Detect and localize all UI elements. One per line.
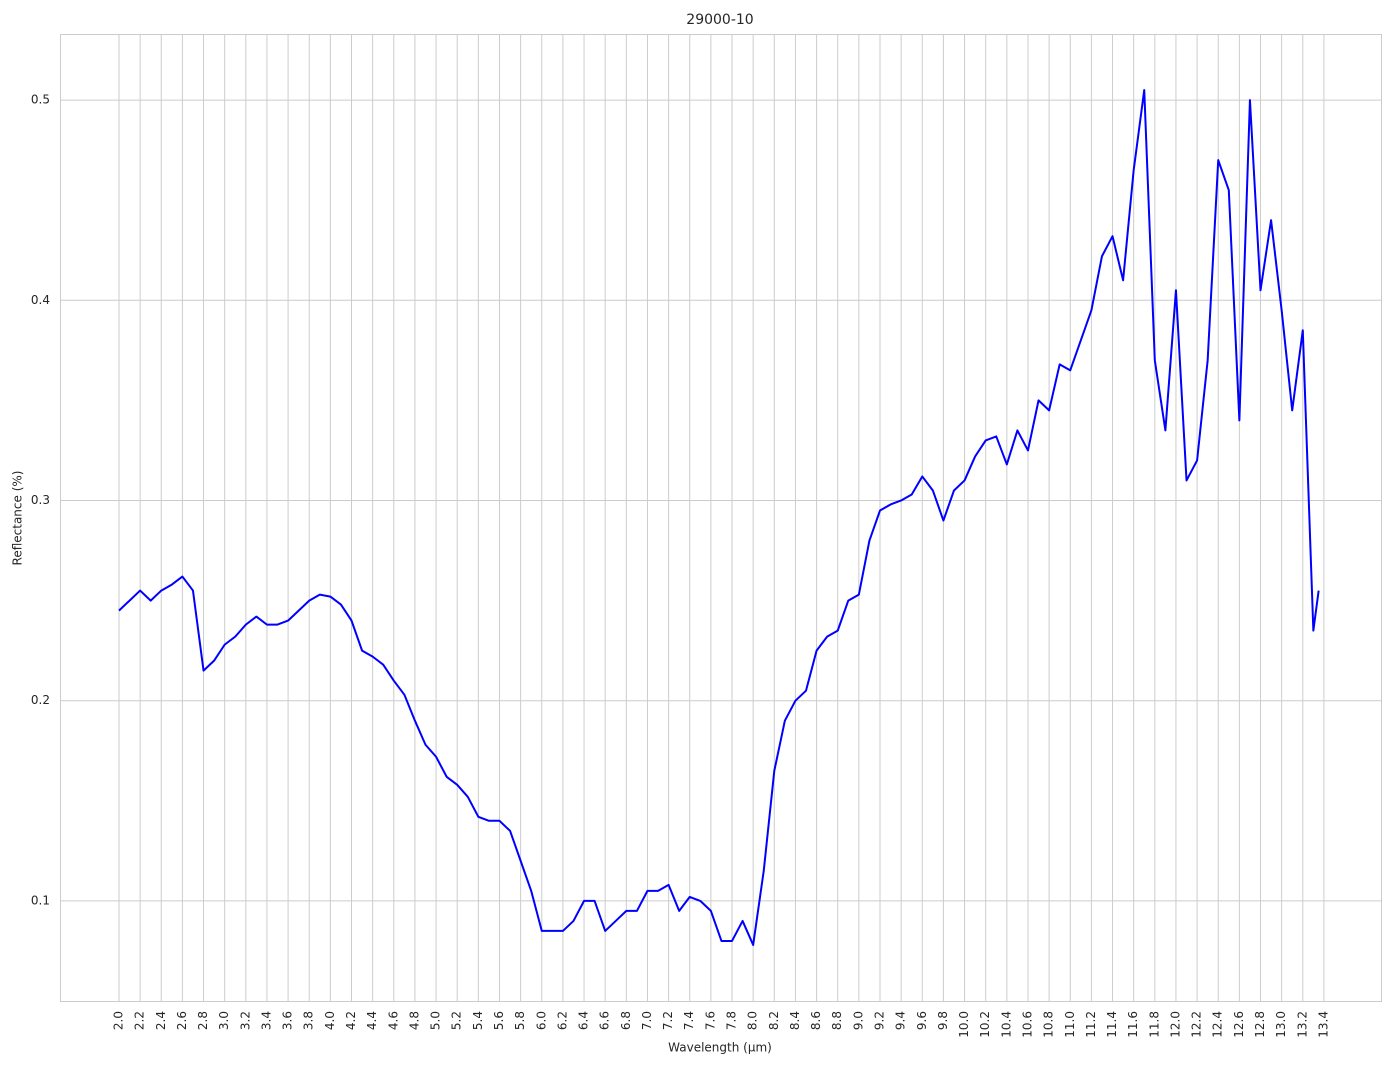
x-tick-label: 6.4: [577, 1011, 591, 1030]
x-tick-label: 10.8: [1042, 1011, 1056, 1038]
x-tick-label: 5.8: [513, 1011, 527, 1030]
x-tick-label: 9.8: [936, 1011, 950, 1030]
x-tick-label: 6.8: [619, 1011, 633, 1030]
x-tick-label: 2.0: [111, 1011, 125, 1030]
x-tick-label: 11.2: [1084, 1011, 1098, 1038]
x-axis-label: Wavelength (µm): [668, 1041, 772, 1055]
x-tick-label: 2.4: [154, 1011, 168, 1030]
y-tick-label: 0.3: [31, 493, 50, 507]
chart-title: 29000-10: [686, 12, 753, 28]
y-tick-label: 0.4: [31, 293, 50, 307]
x-tick-label: 8.0: [746, 1011, 760, 1030]
x-tick-label: 3.6: [281, 1011, 295, 1030]
x-tick-label: 9.0: [851, 1011, 865, 1030]
x-tick-label: 12.8: [1253, 1011, 1267, 1038]
x-tick-label: 2.2: [133, 1011, 147, 1030]
y-tick-label: 0.5: [31, 93, 50, 107]
x-tick-label: 4.8: [407, 1011, 421, 1030]
x-tick-label: 7.4: [682, 1011, 696, 1030]
x-tick-label: 3.0: [217, 1011, 231, 1030]
y-axis-label: Reflectance (%): [11, 471, 25, 566]
x-tick-label: 5.2: [450, 1011, 464, 1030]
x-tick-label: 8.4: [788, 1011, 802, 1030]
y-tick-label: 0.2: [31, 693, 50, 707]
x-tick-label: 11.6: [1126, 1011, 1140, 1038]
x-tick-label: 5.6: [492, 1011, 506, 1030]
x-tick-label: 3.2: [238, 1011, 252, 1030]
x-tick-label: 6.6: [598, 1011, 612, 1030]
x-tick-label: 10.0: [957, 1011, 971, 1038]
x-tick-label: 4.4: [365, 1011, 379, 1030]
x-tick-label: 3.4: [259, 1011, 273, 1030]
x-tick-label: 8.8: [830, 1011, 844, 1030]
x-tick-label: 13.4: [1316, 1011, 1330, 1038]
data-line: [118, 89, 1320, 946]
x-tick-label: 11.4: [1105, 1011, 1119, 1038]
x-tick-label: 9.2: [872, 1011, 886, 1030]
plot-frame: [60, 34, 1382, 1002]
x-tick-label: 4.6: [386, 1011, 400, 1030]
x-tick-label: 13.0: [1274, 1011, 1288, 1038]
x-tick-label: 12.0: [1168, 1011, 1182, 1038]
x-tick-label: 6.2: [555, 1011, 569, 1030]
x-tick-label: 9.4: [894, 1011, 908, 1030]
x-tick-label: 7.8: [725, 1011, 739, 1030]
x-tick-label: 10.2: [978, 1011, 992, 1038]
x-tick-label: 7.0: [640, 1011, 654, 1030]
x-tick-label: 7.2: [661, 1011, 675, 1030]
x-tick-label: 11.0: [1063, 1011, 1077, 1038]
x-tick-label: 2.8: [196, 1011, 210, 1030]
x-tick-label: 8.2: [767, 1011, 781, 1030]
x-tick-label: 5.4: [471, 1011, 485, 1030]
x-tick-label: 10.6: [1020, 1011, 1034, 1038]
x-tick-label: 5.0: [429, 1011, 443, 1030]
x-tick-label: 13.2: [1295, 1011, 1309, 1038]
x-tick-label: 12.6: [1232, 1011, 1246, 1038]
x-tick-label: 3.8: [302, 1011, 316, 1030]
x-tick-label: 8.6: [809, 1011, 823, 1030]
x-tick-label: 4.0: [323, 1011, 337, 1030]
x-tick-label: 9.6: [915, 1011, 929, 1030]
x-tick-label: 12.2: [1190, 1011, 1204, 1038]
x-tick-label: 10.4: [999, 1011, 1013, 1038]
y-tick-label: 0.1: [31, 893, 50, 907]
x-tick-label: 7.6: [703, 1011, 717, 1030]
x-tick-label: 12.4: [1211, 1011, 1225, 1038]
x-tick-label: 2.6: [175, 1011, 189, 1030]
x-tick-label: 6.0: [534, 1011, 548, 1030]
x-tick-label: 4.2: [344, 1011, 358, 1030]
x-tick-label: 11.8: [1147, 1011, 1161, 1038]
